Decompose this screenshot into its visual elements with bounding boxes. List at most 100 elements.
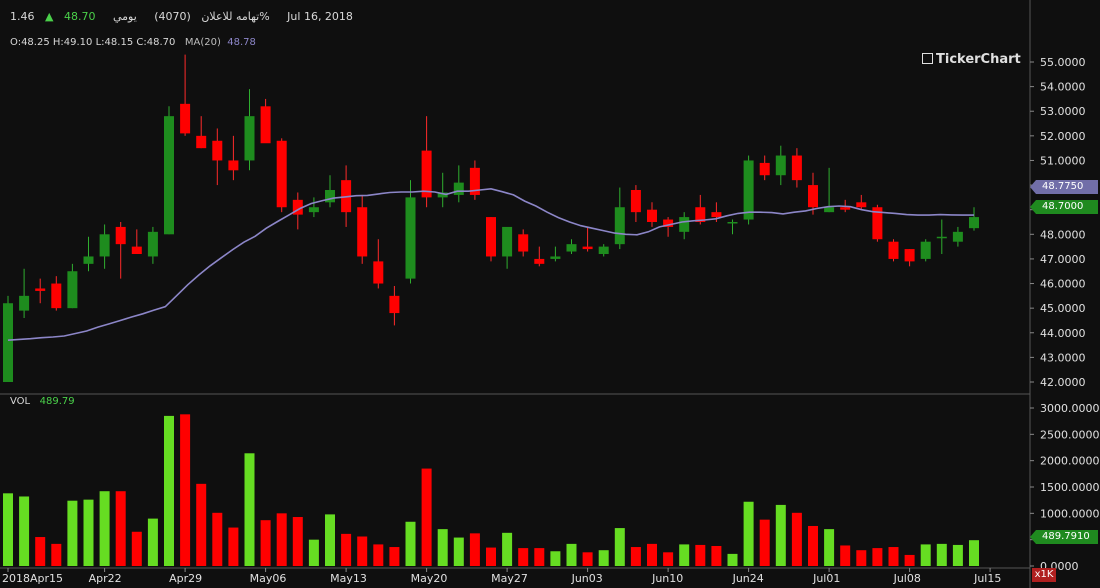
volume-bar — [775, 504, 786, 566]
volume-tick-label: 3000.0000 — [1040, 402, 1100, 415]
volume-bar — [647, 543, 657, 566]
volume-bar — [19, 496, 30, 566]
volume-bar — [244, 453, 255, 566]
volume-bar — [598, 550, 609, 566]
candle-body — [840, 207, 851, 210]
time-axis-label: Jul01 — [812, 572, 840, 585]
candle-body — [99, 234, 110, 257]
volume-tick-label: 1500.0000 — [1040, 481, 1100, 494]
time-axis-label: May06 — [250, 572, 287, 585]
volume-bar — [325, 514, 335, 566]
volume-bar — [743, 501, 754, 566]
volume-bar — [904, 554, 915, 566]
volume-bar — [711, 545, 722, 566]
candle-body — [663, 219, 674, 227]
volume-bar — [180, 414, 191, 566]
volume-bar — [791, 512, 802, 566]
time-axis-label: Jun03 — [571, 572, 603, 585]
candle-body — [83, 256, 94, 264]
volume-bar — [389, 547, 400, 566]
candle-body — [727, 222, 738, 224]
volume-bar — [212, 512, 223, 566]
volume-tick-label: 1000.0000 — [1040, 507, 1100, 520]
price-tick-label: 47.0000 — [1040, 253, 1086, 266]
candle-body — [421, 150, 432, 198]
volume-bar — [486, 547, 496, 566]
candle-body — [453, 182, 464, 195]
volume-bar — [952, 544, 963, 566]
volume-bar — [679, 544, 690, 566]
price-tick-label: 45.0000 — [1040, 302, 1086, 315]
ma-label: MA(20) — [184, 37, 221, 48]
logo-text: TickerChart — [936, 52, 1021, 67]
high-value: H:49.10 — [52, 37, 93, 48]
candle-body — [469, 167, 480, 195]
candle-body — [115, 226, 126, 245]
volume-bar — [630, 547, 641, 566]
volume-bar — [373, 544, 384, 566]
candle-body — [566, 244, 577, 252]
candle-body — [260, 106, 271, 144]
volume-bar — [969, 540, 979, 566]
candle-body — [743, 160, 754, 220]
price-tick-label: 52.0000 — [1040, 130, 1086, 143]
candle-body — [437, 192, 448, 198]
volume-bar — [663, 552, 674, 566]
volume-bar — [727, 553, 738, 566]
candle-body — [550, 256, 561, 259]
candle-body — [292, 199, 303, 215]
chart-header: تهامه للاعلان (4070) يومي 48.70 ▲ 1.46% … — [10, 10, 353, 23]
candle-body — [518, 234, 529, 252]
candle-body — [888, 241, 899, 259]
volume-bar — [421, 468, 432, 566]
candle-body — [67, 271, 78, 309]
ma-price-tag: 48.7750 — [1030, 180, 1098, 194]
price-tick-label: 55.0000 — [1040, 56, 1086, 69]
tickerchart-logo: TickerChart — [922, 52, 1021, 67]
candle-body — [952, 231, 963, 242]
volume-bar — [824, 529, 835, 566]
symbol-code: (4070) — [154, 10, 191, 23]
candle-body — [180, 103, 191, 134]
candle-body — [51, 283, 62, 309]
volume-bar — [502, 532, 513, 566]
candle-body — [856, 202, 867, 208]
last-price: 48.70 — [63, 10, 96, 23]
ohlc-readout: O:48.25 H:49.10 L:48.15 C:48.70 MA(20) 4… — [10, 37, 256, 48]
volume-bar — [131, 531, 142, 566]
volume-bar — [341, 533, 352, 566]
candle-body — [630, 190, 641, 213]
candle-body — [357, 207, 368, 257]
volume-bar — [856, 550, 867, 566]
time-axis-label: May13 — [330, 572, 367, 585]
candle-body — [19, 295, 30, 311]
volume-bar — [164, 415, 174, 566]
candle-body — [405, 197, 416, 279]
candle-body — [486, 217, 496, 257]
volume-bar — [872, 548, 883, 566]
volume-bar — [437, 529, 448, 566]
symbol-name: تهامه للاعلان — [201, 10, 260, 23]
candle-body — [325, 190, 335, 203]
candle-body — [775, 155, 786, 176]
candle-body — [969, 217, 979, 229]
volume-bar — [67, 500, 78, 566]
candle-body — [228, 160, 239, 171]
price-tick-label: 46.0000 — [1040, 278, 1086, 291]
volume-bar — [35, 537, 46, 566]
volume-bar — [759, 519, 770, 566]
candle-body — [614, 207, 625, 245]
volume-bar — [99, 491, 110, 566]
volume-bar — [840, 545, 851, 566]
volume-bar — [260, 520, 271, 566]
volume-bar — [469, 533, 480, 566]
volume-tick-label: 2000.0000 — [1040, 455, 1100, 468]
volume-bar — [920, 544, 931, 566]
candle-body — [872, 207, 883, 240]
change-percent: 1.46% — [10, 10, 270, 23]
time-axis-label: Jul15 — [973, 572, 1001, 585]
candle-body — [679, 217, 690, 232]
time-axis-label: Apr22 — [89, 572, 122, 585]
volume-bar — [566, 543, 577, 566]
